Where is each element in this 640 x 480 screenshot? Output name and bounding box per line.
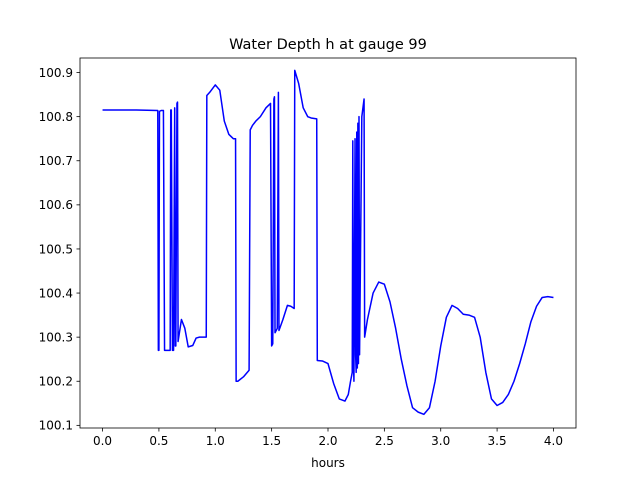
plot-area [102,69,554,416]
y-tick-label: 100.6 [39,198,73,212]
y-tick-label: 100.7 [39,154,73,168]
x-axis-label: hours [311,456,345,470]
x-tick-label: 2.0 [318,434,337,448]
y-tick-label: 100.2 [39,375,73,389]
x-tick-label: 3.5 [488,434,507,448]
series-line [102,69,554,416]
y-tick-label: 100.5 [39,242,73,256]
x-axis: 0.0 0.5 1.0 1.5 2.0 2.5 3.0 3.5 4.0 [93,428,563,448]
y-tick-label: 100.9 [39,66,73,80]
y-tick-label: 100.3 [39,330,73,344]
y-tick-label: 100.4 [39,286,73,300]
chart-title: Water Depth h at gauge 99 [229,37,427,53]
x-tick-label: 0.0 [93,434,112,448]
x-tick-label: 3.0 [431,434,450,448]
x-tick-label: 0.5 [149,434,168,448]
x-tick-label: 1.5 [262,434,281,448]
x-tick-label: 4.0 [544,434,563,448]
y-axis: 100.1 100.2 100.3 100.4 100.5 100.6 100.7 100.8… [39,66,80,433]
axes-frame [79,57,577,429]
x-tick-label: 2.5 [375,434,394,448]
y-tick-label: 100.1 [39,419,73,433]
y-tick-label: 100.8 [39,110,73,124]
x-tick-label: 1.0 [206,434,225,448]
